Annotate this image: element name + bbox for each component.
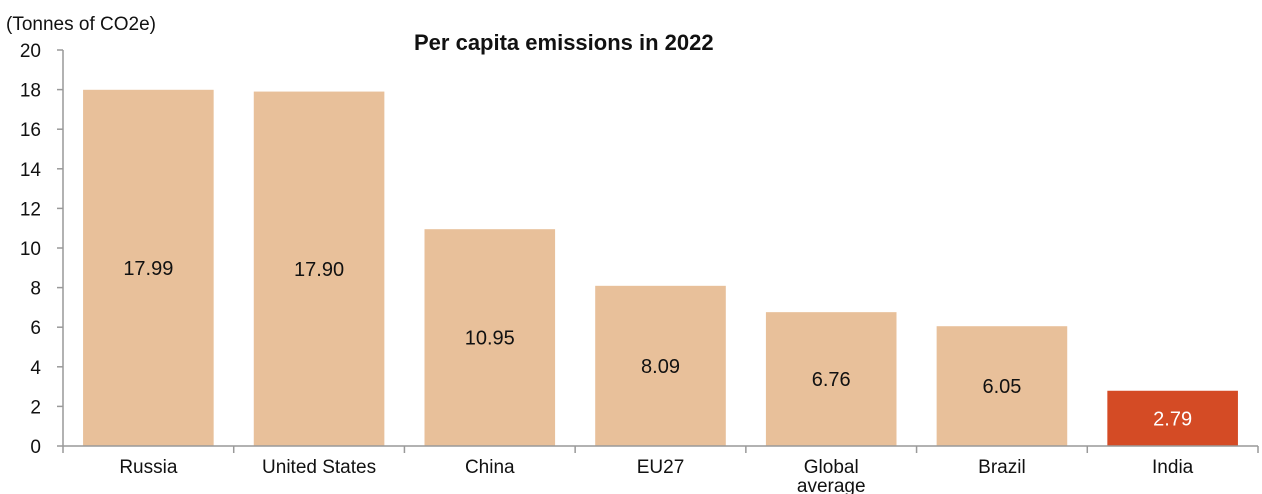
- bar: [253, 91, 385, 446]
- bar: [1107, 390, 1238, 446]
- bar: [424, 229, 556, 446]
- x-tick-label: United States: [262, 457, 376, 478]
- x-tick-label: Brazil: [978, 457, 1026, 478]
- y-tick-label: 16: [20, 120, 41, 141]
- x-tick-label: China: [465, 457, 515, 478]
- bar: [83, 89, 214, 446]
- y-tick-label: 14: [20, 160, 42, 181]
- bar-data-label: 6.05: [982, 376, 1021, 398]
- bar-data-label: 17.99: [123, 258, 173, 280]
- y-axis-unit-label: (Tonnes of CO2e): [6, 14, 156, 35]
- y-tick-label: 12: [20, 199, 41, 220]
- y-tick-label: 10: [20, 239, 41, 260]
- bar: [936, 326, 1068, 446]
- bar: [595, 285, 726, 446]
- x-tick-label: Russia: [119, 457, 178, 478]
- x-tick-label: EU27: [637, 457, 685, 478]
- y-tick-label: 8: [30, 279, 41, 300]
- x-tick-label: India: [1152, 457, 1194, 478]
- bar: [765, 312, 897, 446]
- y-tick-label: 2: [30, 397, 41, 418]
- y-tick-label: 4: [30, 358, 41, 379]
- y-tick-label: 0: [30, 437, 41, 458]
- bar-data-label: 8.09: [641, 356, 680, 378]
- chart-title: Per capita emissions in 2022: [414, 30, 714, 55]
- y-tick-label: 6: [30, 318, 41, 339]
- bar-data-label: 17.90: [294, 259, 344, 281]
- y-tick-label: 20: [20, 41, 41, 62]
- bar-data-label: 10.95: [465, 328, 515, 350]
- bar-data-label: 6.76: [812, 369, 851, 391]
- x-tick-label: Global average: [797, 457, 866, 494]
- bar-data-label: 2.79: [1153, 408, 1192, 430]
- y-tick-label: 18: [20, 81, 41, 102]
